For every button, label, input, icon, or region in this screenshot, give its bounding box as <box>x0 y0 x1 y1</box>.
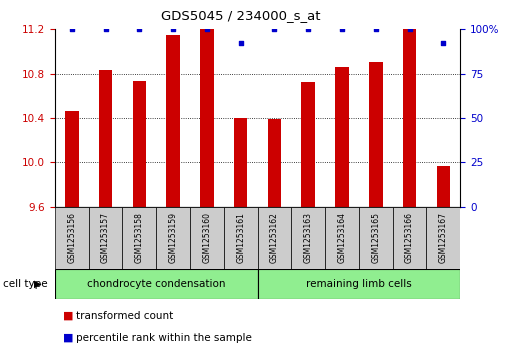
Text: percentile rank within the sample: percentile rank within the sample <box>76 333 252 343</box>
Point <box>236 40 245 46</box>
Text: ▶: ▶ <box>35 279 42 289</box>
Text: GSM1253166: GSM1253166 <box>405 212 414 263</box>
Text: ■: ■ <box>63 333 73 343</box>
Text: GSM1253157: GSM1253157 <box>101 212 110 263</box>
Text: GSM1253158: GSM1253158 <box>135 212 144 263</box>
Text: GDS5045 / 234000_s_at: GDS5045 / 234000_s_at <box>161 9 320 22</box>
Point <box>338 26 346 32</box>
Bar <box>268 119 281 207</box>
Text: GSM1253167: GSM1253167 <box>439 212 448 263</box>
Bar <box>257 269 460 299</box>
Point <box>270 26 279 32</box>
Text: GSM1253159: GSM1253159 <box>168 212 178 263</box>
Text: transformed count: transformed count <box>76 311 173 321</box>
Bar <box>359 207 393 269</box>
Text: GSM1253162: GSM1253162 <box>270 212 279 263</box>
Bar <box>190 207 224 269</box>
Bar <box>156 207 190 269</box>
Text: GSM1253164: GSM1253164 <box>337 212 347 263</box>
Point <box>67 26 76 32</box>
Point <box>101 26 110 32</box>
Text: GSM1253156: GSM1253156 <box>67 212 76 263</box>
Bar <box>325 207 359 269</box>
Text: GSM1253165: GSM1253165 <box>371 212 380 263</box>
Text: ■: ■ <box>63 311 73 321</box>
Text: cell type: cell type <box>3 279 47 289</box>
Point <box>439 40 448 46</box>
Bar <box>224 207 257 269</box>
Bar <box>369 62 382 207</box>
Bar <box>234 118 247 207</box>
Text: GSM1253161: GSM1253161 <box>236 212 245 263</box>
Bar <box>437 166 450 207</box>
Bar <box>65 111 78 207</box>
Bar <box>166 34 180 207</box>
Point <box>405 26 414 32</box>
Text: chondrocyte condensation: chondrocyte condensation <box>87 279 225 289</box>
Text: GSM1253160: GSM1253160 <box>202 212 211 263</box>
Bar <box>133 81 146 207</box>
Bar <box>99 70 112 207</box>
Bar <box>122 207 156 269</box>
Bar <box>55 269 257 299</box>
Text: GSM1253163: GSM1253163 <box>304 212 313 263</box>
Bar <box>200 29 214 207</box>
Point <box>203 26 211 32</box>
Bar <box>403 29 416 207</box>
Point <box>372 26 380 32</box>
Bar <box>291 207 325 269</box>
Text: remaining limb cells: remaining limb cells <box>306 279 412 289</box>
Bar <box>257 207 291 269</box>
Bar <box>55 207 89 269</box>
Bar <box>426 207 460 269</box>
Bar <box>335 67 349 207</box>
Bar <box>89 207 122 269</box>
Bar <box>301 82 315 207</box>
Point <box>169 26 177 32</box>
Bar <box>393 207 426 269</box>
Point <box>304 26 312 32</box>
Point <box>135 26 143 32</box>
